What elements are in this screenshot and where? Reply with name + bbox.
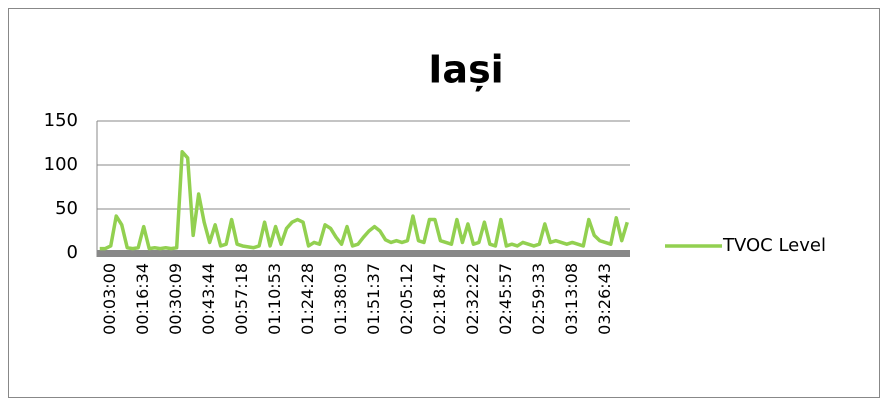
- chart-title: Iași: [428, 48, 503, 92]
- y-tick-label: 50: [55, 198, 78, 219]
- x-tick-label: 03:26:43: [595, 263, 614, 335]
- x-tick-label: 01:10:53: [265, 263, 284, 335]
- x-tick-label: 00:30:09: [166, 263, 185, 335]
- data-line: [99, 150, 629, 251]
- x-tick-label: 00:57:18: [232, 263, 251, 335]
- x-tick-label: 02:18:47: [430, 263, 449, 335]
- x-tick-label: 03:13:08: [562, 263, 581, 335]
- x-tick-label: 01:38:03: [331, 263, 350, 335]
- x-tick-label: 02:59:33: [529, 263, 548, 335]
- x-tick-label: 00:03:00: [100, 263, 119, 335]
- x-tick-label: 02:05:12: [397, 263, 416, 335]
- x-tick-label: 02:32:22: [463, 263, 482, 335]
- y-tick-label: 100: [44, 154, 78, 175]
- x-tick-label: 01:51:37: [364, 263, 383, 335]
- y-tick-label: 150: [44, 110, 78, 131]
- legend-label: TVOC Level: [722, 235, 826, 256]
- x-tick-label: 01:24:28: [298, 263, 317, 335]
- chart-border: [8, 8, 880, 398]
- y-tick-label: 0: [67, 242, 78, 263]
- x-tick-label: 00:16:34: [133, 263, 152, 335]
- x-axis: [97, 250, 630, 257]
- x-tick-label: 02:45:57: [496, 263, 515, 335]
- x-tick-label: 00:43:44: [199, 263, 218, 335]
